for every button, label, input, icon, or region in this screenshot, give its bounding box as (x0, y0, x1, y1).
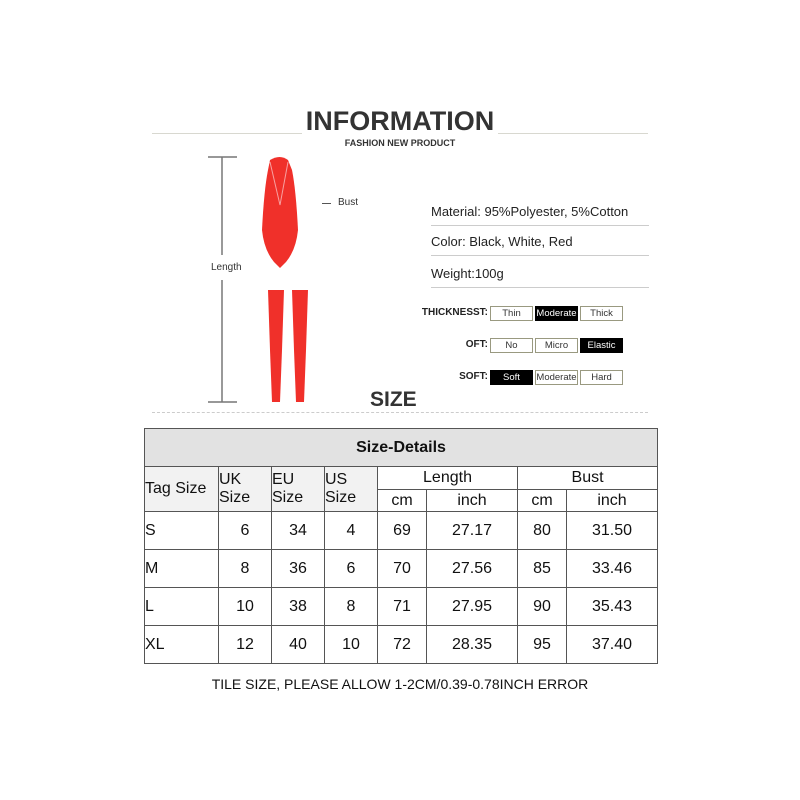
table-cell: 71 (377, 587, 427, 626)
table-row: L 10 38 8 71 27.95 90 35.43 (144, 587, 659, 626)
table-cell: 33.46 (565, 549, 659, 588)
size-error-note: TILE SIZE, PLEASE ALLOW 1-2CM/0.39-0.78I… (211, 676, 589, 692)
option-label: SOFT: (459, 371, 488, 382)
table-title: Size-Details (143, 428, 659, 467)
table-row: S 6 34 4 69 27.17 80 31.50 (144, 511, 659, 550)
table-cell: 90 (517, 587, 567, 626)
header-bust: Bust (516, 466, 659, 490)
option-chip: Soft (490, 370, 533, 385)
table-cell: 10 (324, 625, 378, 664)
bust-label: Bust (338, 197, 359, 208)
option-chip: Hard (580, 370, 623, 385)
table-cell: 6 (324, 549, 378, 588)
option-chip: Moderate (535, 370, 578, 385)
option-label: THICKNESST: (421, 307, 488, 318)
table-cell: S (144, 511, 219, 550)
header-length-cm: cm (377, 489, 427, 512)
table-cell: 27.56 (426, 549, 518, 588)
option-chip: No (490, 338, 533, 353)
size-divider (152, 412, 648, 413)
stockings-image (268, 290, 308, 402)
table-cell: 35.43 (565, 587, 659, 626)
length-label: Length (211, 262, 242, 273)
table-cell: 40 (271, 625, 325, 664)
material-info: Material: 95%Polyester, 5%Cotton (431, 204, 649, 226)
header-tag-size: Tag Size (144, 466, 219, 512)
table-cell: 85 (517, 549, 567, 588)
table-cell: 8 (324, 587, 378, 626)
header-bust-inch: inch (565, 489, 659, 512)
table-cell: 6 (218, 511, 272, 550)
header-length-inch: inch (426, 489, 518, 512)
size-heading: SIZE (370, 388, 417, 411)
table-cell: 37.40 (565, 625, 659, 664)
weight-info: Weight:100g (431, 266, 649, 288)
table-cell: 70 (377, 549, 427, 588)
header-us-size: US Size (324, 466, 378, 512)
table-cell: XL (144, 625, 219, 664)
option-chip: Thick (580, 306, 623, 321)
option-chip: Thin (490, 306, 533, 321)
size-details-table: Size-Details Tag Size UK Size EU Size US Si… (143, 428, 659, 664)
table-cell: 38 (271, 587, 325, 626)
option-chip: Elastic (580, 338, 623, 353)
table-row: M 8 36 6 70 27.56 85 33.46 (144, 549, 659, 588)
table-cell: 34 (271, 511, 325, 550)
header-uk-size: UK Size (218, 466, 272, 512)
table-cell: 28.35 (426, 625, 518, 664)
table-cell: M (144, 549, 219, 588)
table-row: XL 12 40 10 72 28.35 95 37.40 (144, 625, 659, 664)
color-info: Color: Black, White, Red (431, 234, 649, 256)
table-cell: 27.17 (426, 511, 518, 550)
table-cell: L (144, 587, 219, 626)
bust-marker (322, 203, 331, 204)
table-cell: 31.50 (565, 511, 659, 550)
table-cell: 36 (271, 549, 325, 588)
table-cell: 69 (377, 511, 427, 550)
table-cell: 95 (517, 625, 567, 664)
table-cell: 8 (218, 549, 272, 588)
table-cell: 80 (517, 511, 567, 550)
option-chip: Micro (535, 338, 578, 353)
garment-diagram (208, 156, 308, 403)
bodysuit-image (262, 157, 298, 268)
option-label: OFT: (465, 339, 488, 350)
page-title: INFORMATION (0, 106, 800, 137)
header-eu-size: EU Size (271, 466, 325, 512)
option-chip: Moderate (535, 306, 578, 321)
table-cell: 12 (218, 625, 272, 664)
table-cell: 72 (377, 625, 427, 664)
page-subtitle: FASHION NEW PRODUCT (344, 138, 456, 148)
table-cell: 27.95 (426, 587, 518, 626)
table-cell: 10 (218, 587, 272, 626)
header-bust-cm: cm (517, 489, 567, 512)
header-length: Length (377, 466, 518, 490)
table-cell: 4 (324, 511, 378, 550)
